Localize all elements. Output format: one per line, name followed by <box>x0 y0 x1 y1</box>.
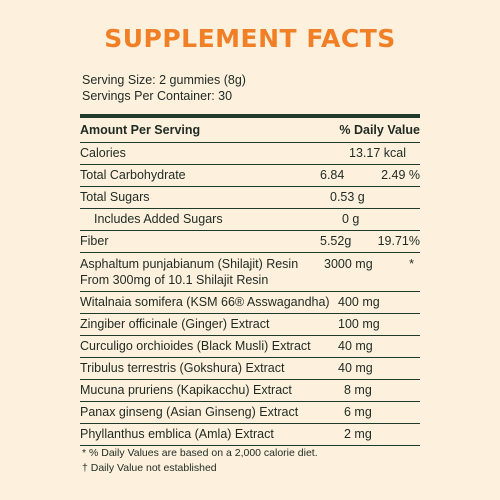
amount-header: Amount Per Serving <box>80 123 201 137</box>
dv-header: % Daily Value <box>339 123 420 137</box>
nutrient-values: 5.52g 19.71% <box>320 231 420 252</box>
nutrient-name: Zingiber officinale (Ginger) Extract <box>80 317 270 331</box>
nutrient-subtext: From 300mg of 10.1 Shilajit Resin <box>80 273 269 287</box>
nutrient-name: Fiber <box>80 234 109 248</box>
servings-per-container: Servings Per Container: 30 <box>82 89 233 103</box>
nutrient-dv: 19.71% <box>377 234 420 248</box>
nutrient-name: Total Carbohydrate <box>80 168 186 182</box>
serving-info: Serving Size: 2 gummies (8g) Servings Pe… <box>82 72 246 104</box>
thick-rule <box>80 114 420 118</box>
table-row: Panax ginseng (Asian Ginseng) Extract 6 … <box>80 402 420 424</box>
nutrient-name-block: Asphaltum punjabianum (Shilajit) Resin F… <box>80 256 298 288</box>
nutrient-amount: 8 mg <box>344 383 372 397</box>
table-row: Asphaltum punjabianum (Shilajit) Resin F… <box>80 253 420 292</box>
nutrient-dv: 2.49 % <box>381 168 420 182</box>
nutrient-amount: 40 mg <box>338 361 373 375</box>
table-row: Fiber 5.52g 19.71% <box>80 231 420 253</box>
table-row: Total Sugars 0.53 g <box>80 187 420 209</box>
table-row: Zingiber officinale (Ginger) Extract 100… <box>80 314 420 336</box>
nutrient-amount: 0 g <box>342 212 360 226</box>
nutrient-name: Mucuna pruriens (Kapikacchu) Extract <box>80 383 292 397</box>
dv-marker: * <box>409 257 414 271</box>
nutrient-name: Calories <box>80 146 126 160</box>
table-row: Curculigo orchioides (Black Musli) Extra… <box>80 336 420 358</box>
table-row: Witalnaia somifera (KSM 66® Asswagandha)… <box>80 292 420 314</box>
nutrient-amount: 13.17 kcal <box>349 146 406 160</box>
nutrient-name: Includes Added Sugars <box>94 212 223 226</box>
nutrient-name: Curculigo orchioides (Black Musli) Extra… <box>80 339 311 353</box>
table-row: Total Carbohydrate 6.84 2.49 % <box>80 165 420 187</box>
footnote-not-established: † Daily Value not established <box>82 462 217 474</box>
table-row: Includes Added Sugars 0 g <box>80 209 420 231</box>
nutrient-amount: 6.84 <box>320 168 345 182</box>
nutrient-amount: 3000 mg <box>324 257 373 271</box>
nutrient-amount: 2 mg <box>344 427 372 441</box>
nutrient-values: 6.84 2.49 % <box>320 165 420 186</box>
nutrient-amount: 0.53 g <box>330 190 365 204</box>
table-row: Calories 13.17 kcal <box>80 143 420 165</box>
nutrient-name: Tribulus terrestris (Gokshura) Extract <box>80 361 285 375</box>
nutrient-amount: 400 mg <box>338 295 380 309</box>
nutrient-name: Asphaltum punjabianum (Shilajit) Resin <box>80 257 299 271</box>
nutrient-amount: 5.52g <box>320 234 352 248</box>
table-row: Tribulus terrestris (Gokshura) Extract 4… <box>80 358 420 380</box>
nutrient-amount: 100 mg <box>338 317 380 331</box>
nutrient-name: Total Sugars <box>80 190 150 204</box>
serving-size: Serving Size: 2 gummies (8g) <box>82 73 246 87</box>
page-title: SUPPLEMENT FACTS <box>104 24 396 53</box>
footnotes: * % Daily Values are based on a 2,000 ca… <box>82 446 318 476</box>
table-row: Phyllanthus emblica (Amla) Extract 2 mg <box>80 424 420 446</box>
footnote-daily-values: * % Daily Values are based on a 2,000 ca… <box>82 447 318 459</box>
facts-table: Amount Per Serving % Daily Value Calorie… <box>80 114 420 446</box>
nutrient-name: Panax ginseng (Asian Ginseng) Extract <box>80 405 299 419</box>
nutrient-name: Phyllanthus emblica (Amla) Extract <box>80 427 274 441</box>
nutrient-name: Witalnaia somifera (KSM 66® Asswagandha) <box>80 295 330 309</box>
nutrient-amount: 6 mg <box>344 405 372 419</box>
table-header: Amount Per Serving % Daily Value <box>80 118 420 143</box>
nutrient-amount: 40 mg <box>338 339 373 353</box>
table-row: Mucuna pruriens (Kapikacchu) Extract 8 m… <box>80 380 420 402</box>
